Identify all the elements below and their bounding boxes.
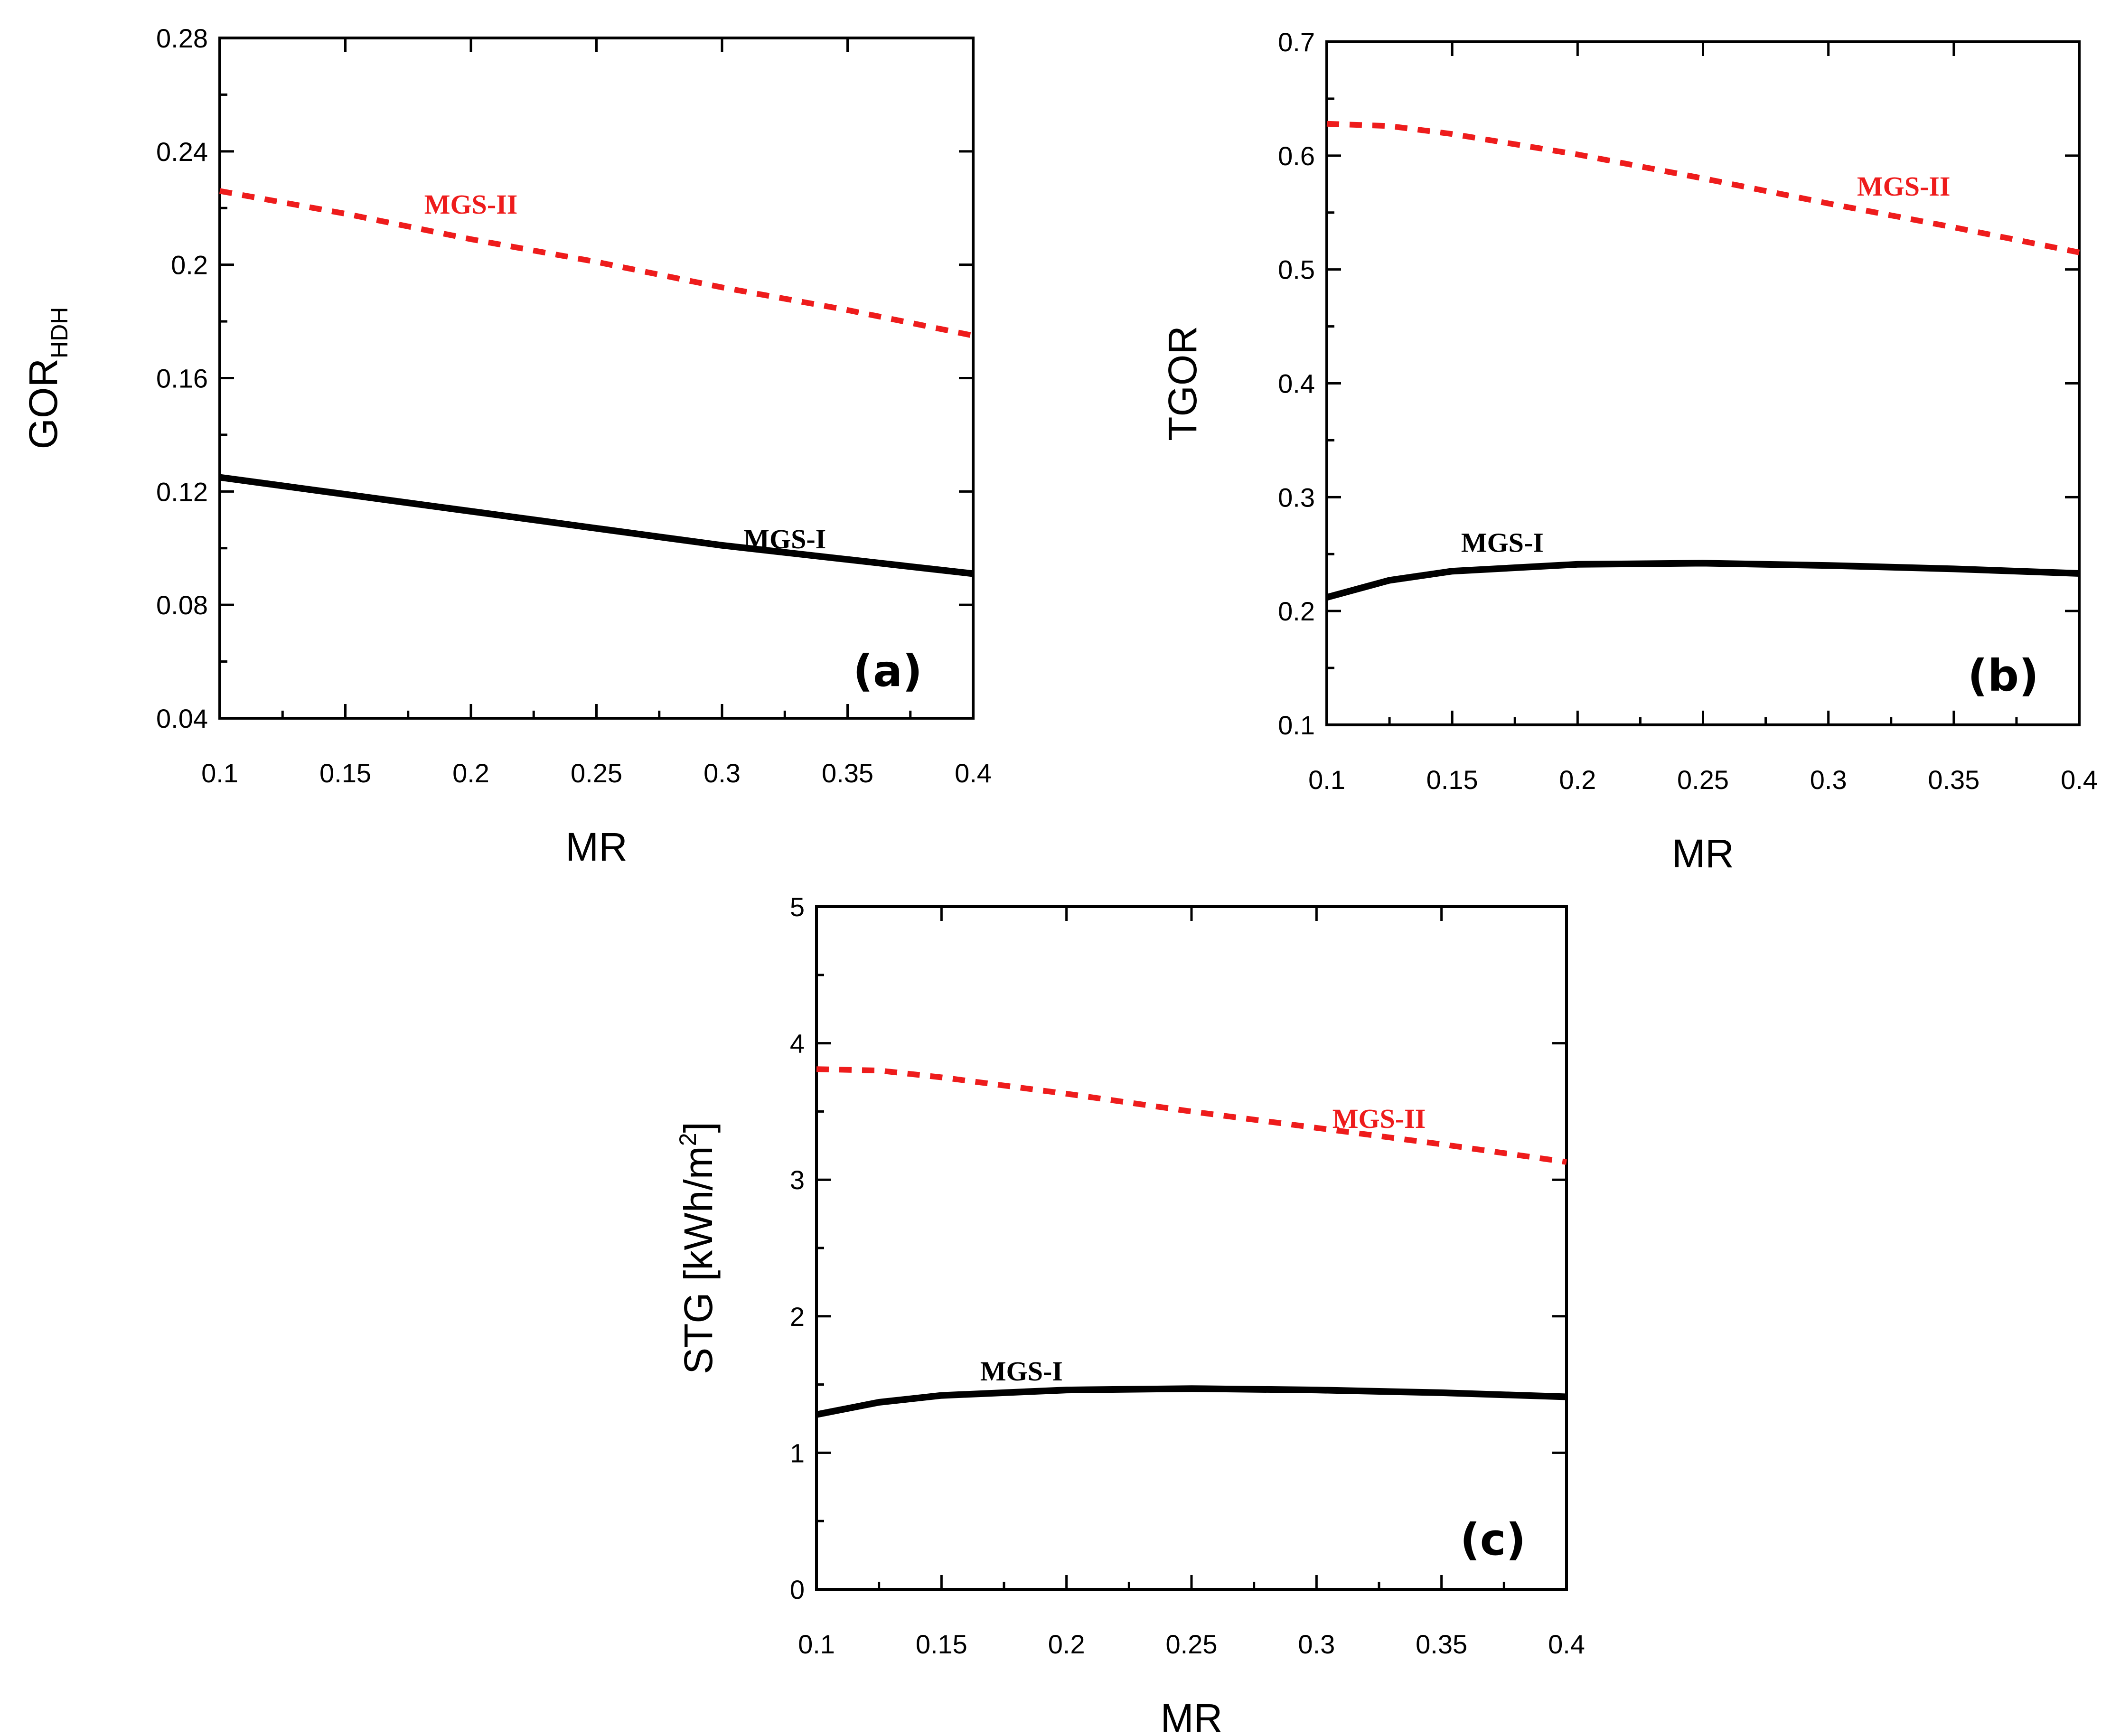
x-tick-label: 0.4	[955, 758, 992, 788]
panel-label: (a)	[853, 646, 922, 696]
series-line-mgs-i	[1326, 560, 2080, 601]
panel-label: (c)	[1460, 1514, 1526, 1565]
x-axis-label: MR	[565, 825, 628, 869]
plot-frame	[1325, 40, 2081, 726]
x-tick-label: 0.25	[1677, 765, 1729, 795]
y-tick-label: 0.08	[156, 590, 208, 620]
y-tick-label: 0.3	[1278, 482, 1315, 512]
y-axis-label-superscript: 2	[675, 1133, 701, 1146]
y-tick-label: 0.16	[156, 364, 208, 394]
y-tick-label: 0.2	[171, 250, 208, 280]
x-tick-label: 0.2	[452, 758, 489, 788]
chart-panel-c: 0.1 0.15 0.2 0.25 0.3 0.35 0.4 0 1 2 3 4 5 MR STG [kWh…	[675, 892, 1585, 1736]
y-axis-label-subscript: HDH	[46, 307, 73, 358]
x-tick-label: 0.25	[571, 758, 622, 788]
x-tick-label: 0.3	[704, 758, 741, 788]
y-tick-label: 0.4	[1278, 369, 1315, 399]
series-label-mgs-i: MGS-I	[980, 1356, 1063, 1387]
y-tick-label: 2	[790, 1302, 805, 1332]
chart-panel-b: 0.1 0.15 0.2 0.25 0.3 0.35 0.4 0.1 0.2 0.3 0.4 0.5 0…	[1160, 27, 2098, 876]
x-tick-label: 0.1	[798, 1629, 835, 1659]
x-axis-label: MR	[1672, 831, 1734, 876]
y-tick-label: 5	[790, 892, 805, 922]
series-line-mgs-ii	[1326, 121, 2080, 255]
x-tick-label: 0.4	[2061, 765, 2098, 795]
plot-frame	[218, 37, 975, 720]
x-tick-label: 0.4	[1548, 1629, 1585, 1659]
y-axis-label: STG [kWh/m2]	[675, 1122, 721, 1374]
x-tick-label: 0.15	[319, 758, 371, 788]
y-tick-label: 0.7	[1278, 27, 1315, 57]
x-tick-label: 0.35	[1928, 765, 1980, 795]
x-tick-label: 0.15	[916, 1629, 967, 1659]
series-line-mgs-i	[816, 1385, 1567, 1418]
x-tick-label: 0.3	[1810, 765, 1847, 795]
series-label-mgs-ii: MGS-II	[424, 189, 518, 220]
y-tick-label: 4	[790, 1029, 805, 1059]
series-label-mgs-ii: MGS-II	[1332, 1103, 1426, 1134]
y-tick-label: 0.6	[1278, 141, 1315, 171]
x-tick-label: 0.15	[1426, 765, 1478, 795]
y-tick-label: 0.5	[1278, 255, 1315, 285]
y-tick-label: 0.04	[156, 704, 208, 733]
series-line-mgs-ii	[219, 188, 974, 338]
y-axis-label: GORHDH	[21, 307, 73, 450]
series-label-mgs-i: MGS-I	[743, 524, 826, 554]
chart-panel-a: 0.1 0.15 0.2 0.25 0.3 0.35 0.4 0.04 0.08 0.12 0.16…	[21, 23, 992, 869]
series-line-mgs-ii	[816, 1066, 1567, 1165]
y-tick-label: 3	[790, 1165, 805, 1195]
x-tick-label: 0.35	[1416, 1629, 1467, 1659]
x-tick-label: 0.3	[1298, 1629, 1335, 1659]
y-axis-label-end: ]	[676, 1122, 721, 1133]
y-tick-label: 0.12	[156, 477, 208, 507]
x-tick-label: 0.1	[1308, 765, 1345, 795]
series-label-mgs-ii: MGS-II	[1857, 171, 1951, 202]
panel-label: (b)	[1968, 650, 2039, 701]
y-axis-label: TGOR	[1160, 326, 1205, 441]
x-tick-label: 0.2	[1048, 1629, 1085, 1659]
y-tick-label: 0.24	[156, 137, 208, 167]
plot-frame	[815, 905, 1568, 1591]
x-axis-label: MR	[1161, 1696, 1223, 1736]
y-tick-label: 0.28	[156, 23, 208, 53]
x-tick-label: 0.25	[1166, 1629, 1218, 1659]
y-tick-label: 0.1	[1278, 710, 1315, 740]
y-tick-label: 1	[790, 1438, 805, 1468]
y-tick-label: 0	[790, 1575, 805, 1605]
x-tick-label: 0.2	[1559, 765, 1596, 795]
x-tick-label: 0.1	[201, 758, 238, 788]
series-label-mgs-i: MGS-I	[1461, 527, 1544, 558]
x-tick-label: 0.35	[822, 758, 873, 788]
series-line-mgs-i	[219, 474, 974, 577]
y-tick-label: 0.2	[1278, 596, 1315, 626]
